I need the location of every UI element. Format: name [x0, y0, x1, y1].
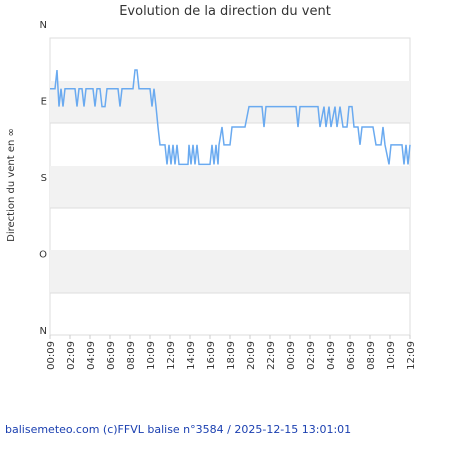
x-tick-label: 06:09 [346, 341, 357, 370]
x-tick-label: 12:09 [406, 341, 417, 370]
footer: balisemeteo.com (c)FFVL balise n°3584 / … [5, 423, 351, 436]
x-tick-label: 22:09 [266, 341, 277, 370]
x-tick-label: 08:09 [366, 341, 377, 370]
y-tick-label: N [40, 326, 47, 337]
x-tick-label: 18:09 [226, 341, 237, 370]
x-tick-label: 14:09 [186, 341, 197, 370]
x-tick-label: 02:09 [66, 341, 77, 370]
y-axis-label: Direction du vent en ∞ [6, 128, 17, 242]
x-tick-label: 00:09 [46, 341, 57, 370]
x-tick-label: 12:09 [166, 341, 177, 370]
x-tick-label: 20:09 [246, 341, 257, 370]
y-tick-label: O [39, 250, 47, 261]
bands [49, 37, 411, 336]
x-tick-label: 08:09 [126, 341, 137, 370]
wind-line [50, 69, 411, 166]
x-tick-label: 04:09 [86, 341, 97, 370]
x-tick-label: 16:09 [206, 341, 217, 370]
x-tick-label: 10:09 [146, 341, 157, 370]
x-tick-label: 06:09 [106, 341, 117, 370]
y-tick-label: S [41, 173, 47, 184]
y-tick-label: N [40, 20, 47, 31]
x-tick-label: 00:09 [286, 341, 297, 370]
x-tick-label: 04:09 [326, 341, 337, 370]
x-tick-label: 10:09 [386, 341, 397, 370]
x-tick-label: 02:09 [306, 341, 317, 370]
chart-title: Evolution de la direction du vent [119, 4, 331, 19]
y-tick-label: E [41, 97, 47, 108]
